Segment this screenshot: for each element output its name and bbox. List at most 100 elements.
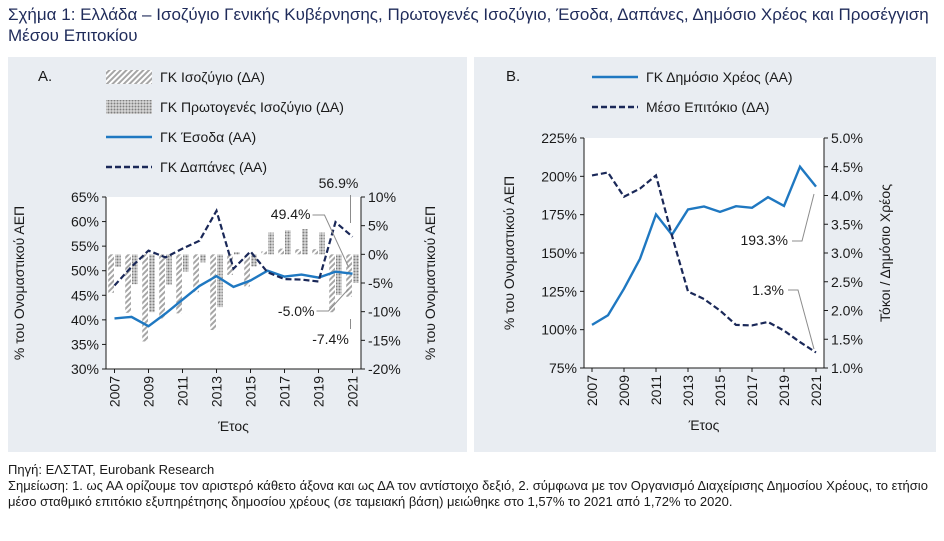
legend-label: ΓΚ Πρωτογενές Ισοζύγιο (ΔΑ) xyxy=(160,99,344,115)
annotation-leader xyxy=(792,193,815,242)
x-tick-label: 2007 xyxy=(107,376,123,407)
bar xyxy=(142,254,148,342)
left-tick-label: 60% xyxy=(71,214,99,230)
annotation-label: 49.4% xyxy=(271,206,311,222)
source-note: Πηγή: ΕΛΣΤΑΤ, Eurobank Research xyxy=(8,462,215,477)
right-axis-title: Τόκοι / Δημόσιο Χρέος xyxy=(877,184,893,322)
legend-label: Μέσο Επιτόκιο (ΔΑ) xyxy=(646,99,769,115)
annotation-label: -5.0% xyxy=(278,303,315,319)
bar xyxy=(176,254,182,314)
bar xyxy=(295,249,301,255)
left-tick-label: 65% xyxy=(71,189,99,205)
figure-title: Σχήμα 1: Ελλάδα – Ισοζύγιο Γενικής Κυβέρ… xyxy=(8,5,929,45)
panel-label: A. xyxy=(38,68,52,85)
right-tick-label: 2.5% xyxy=(831,274,863,290)
bar xyxy=(166,254,172,285)
left-tick-label: 225% xyxy=(541,130,577,146)
bar xyxy=(159,254,165,319)
x-tick-label: 2011 xyxy=(648,375,664,405)
x-tick-label: 2013 xyxy=(209,376,225,407)
annotation-leader xyxy=(788,289,815,350)
right-tick-label: -5% xyxy=(368,275,393,291)
explanatory-note: Σημείωση: 1. ως ΑΑ ορίζουμε τον αριστερό… xyxy=(8,478,928,509)
x-axis-title: Έτος xyxy=(217,418,249,434)
right-tick-label: 4.5% xyxy=(831,159,863,175)
right-tick-label: -20% xyxy=(368,361,401,377)
bar xyxy=(329,254,335,313)
right-tick-label: 10% xyxy=(368,189,396,205)
chart-panel-a: A. 30% 35% 40% 45% 50% 55% 60% 65% -20% -15% -10% -5… xyxy=(8,57,467,452)
bar xyxy=(132,254,138,285)
bar xyxy=(115,254,121,267)
bar xyxy=(149,254,155,313)
bar xyxy=(302,229,308,255)
right-axis-title: % του Ονομαστικού ΑΕΠ xyxy=(422,206,438,360)
bar xyxy=(346,254,352,297)
series-line xyxy=(591,164,817,326)
bar xyxy=(285,230,291,255)
left-tick-label: 50% xyxy=(71,263,99,279)
series-line xyxy=(113,208,354,287)
right-tick-label: 2.0% xyxy=(831,303,863,319)
bar xyxy=(319,232,325,255)
x-tick-label: 2021 xyxy=(345,376,361,407)
left-tick-label: 200% xyxy=(541,168,577,184)
annotation-leader xyxy=(316,288,349,312)
left-tick-label: 150% xyxy=(541,245,577,261)
annotation-label: 56.9% xyxy=(319,175,359,191)
bar xyxy=(278,248,284,255)
bar xyxy=(234,252,240,255)
bar xyxy=(183,254,189,272)
right-tick-label: 5.0% xyxy=(831,130,863,146)
x-tick-label: 2007 xyxy=(584,375,600,406)
bar xyxy=(200,254,206,263)
x-tick-label: 2015 xyxy=(712,375,728,406)
bar xyxy=(217,254,223,308)
legend-label: ΓΚ Έσοδα (ΑΑ) xyxy=(160,129,256,145)
legend-label: ΓΚ Δημόσιο Χρέος (ΑΑ) xyxy=(646,69,793,85)
series-line xyxy=(114,269,353,328)
bar xyxy=(227,254,233,275)
right-tick-label: 5% xyxy=(368,218,388,234)
x-tick-label: 2013 xyxy=(680,375,696,406)
bar xyxy=(125,254,131,313)
x-tick-label: 2015 xyxy=(243,376,259,407)
left-axis-title: % του Ονομαστικού ΑΕΠ xyxy=(11,206,27,360)
right-tick-label: 1.0% xyxy=(831,360,863,376)
legend-label: ΓΚ Δαπάνες (ΑΑ) xyxy=(160,159,267,175)
bar xyxy=(336,254,342,296)
bar xyxy=(108,254,114,293)
panel-label: B. xyxy=(506,68,520,85)
right-tick-label: -15% xyxy=(368,332,401,348)
legend-swatch xyxy=(106,100,152,114)
chart-panel-b: B. 75% 100% 125% 150% 175% 200% 225% 1.0% 1.5% 2.0… xyxy=(474,57,936,452)
left-tick-label: 35% xyxy=(71,336,99,352)
plot-area xyxy=(584,138,824,368)
x-tick-label: 2017 xyxy=(744,375,760,406)
right-tick-label: 3.0% xyxy=(831,245,863,261)
annotation-label: 1.3% xyxy=(752,282,784,298)
bar xyxy=(210,254,216,331)
left-tick-label: 175% xyxy=(541,207,577,223)
bar xyxy=(251,254,257,267)
left-tick-label: 30% xyxy=(71,361,99,377)
x-tick-label: 2019 xyxy=(776,375,792,406)
annotation-leader xyxy=(312,214,349,268)
plot-area xyxy=(106,197,361,369)
right-tick-label: 4.0% xyxy=(831,188,863,204)
left-tick-label: 125% xyxy=(541,283,577,299)
bar xyxy=(312,249,318,255)
right-tick-label: 3.5% xyxy=(831,216,863,232)
right-tick-label: -10% xyxy=(368,304,401,320)
x-tick-label: 2009 xyxy=(141,376,157,407)
right-tick-label: 0% xyxy=(368,246,388,262)
bar xyxy=(261,251,267,255)
x-tick-label: 2017 xyxy=(277,376,293,407)
left-tick-label: 100% xyxy=(541,322,577,338)
left-tick-label: 40% xyxy=(71,312,99,328)
x-tick-label: 2019 xyxy=(311,376,327,407)
chart-a-svg: A. 30% 35% 40% 45% 50% 55% 60% 65% -20% -15% -10% -5… xyxy=(11,68,438,434)
right-tick-label: 1.5% xyxy=(831,331,863,347)
chart-b-svg: B. 75% 100% 125% 150% 175% 200% 225% 1.0% 1.5% 2.0… xyxy=(501,68,893,433)
figure-footer: Πηγή: ΕΛΣΤΑΤ, Eurobank Research Σημείωση… xyxy=(8,462,938,510)
